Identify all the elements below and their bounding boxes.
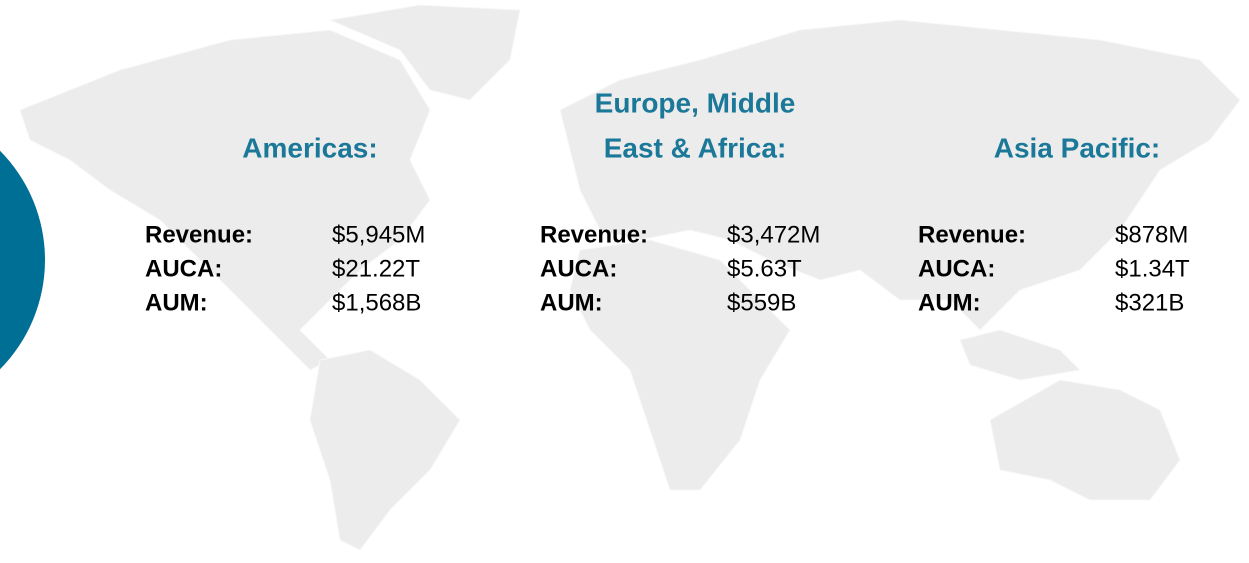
metric-label: Revenue: — [540, 221, 648, 248]
metric-label: AUCA: — [918, 255, 995, 282]
metric-value: $3,472M — [727, 221, 820, 248]
accent-circle — [0, 150, 45, 370]
region-title: East & Africa: — [604, 132, 787, 163]
metric-value: $878M — [1115, 221, 1188, 248]
metric-label: Revenue: — [145, 221, 253, 248]
metric-label: AUCA: — [145, 255, 222, 282]
metric-value: $21.22T — [332, 255, 420, 282]
metric-label: AUM: — [145, 289, 208, 316]
world-map — [19, 4, 1241, 551]
metric-value: $1,568B — [332, 289, 421, 316]
metric-value: $559B — [727, 289, 796, 316]
region-title: Americas: — [242, 132, 377, 163]
metric-label: AUM: — [918, 289, 981, 316]
region-title: Asia Pacific: — [994, 132, 1161, 163]
metric-label: Revenue: — [918, 221, 1026, 248]
metric-label: AUCA: — [540, 255, 617, 282]
metric-value: $5.63T — [727, 255, 802, 282]
metric-value: $5,945M — [332, 221, 425, 248]
metric-value: $1.34T — [1115, 255, 1190, 282]
region-title: Europe, Middle — [595, 87, 796, 118]
metric-value: $321B — [1115, 289, 1184, 316]
metric-label: AUM: — [540, 289, 603, 316]
